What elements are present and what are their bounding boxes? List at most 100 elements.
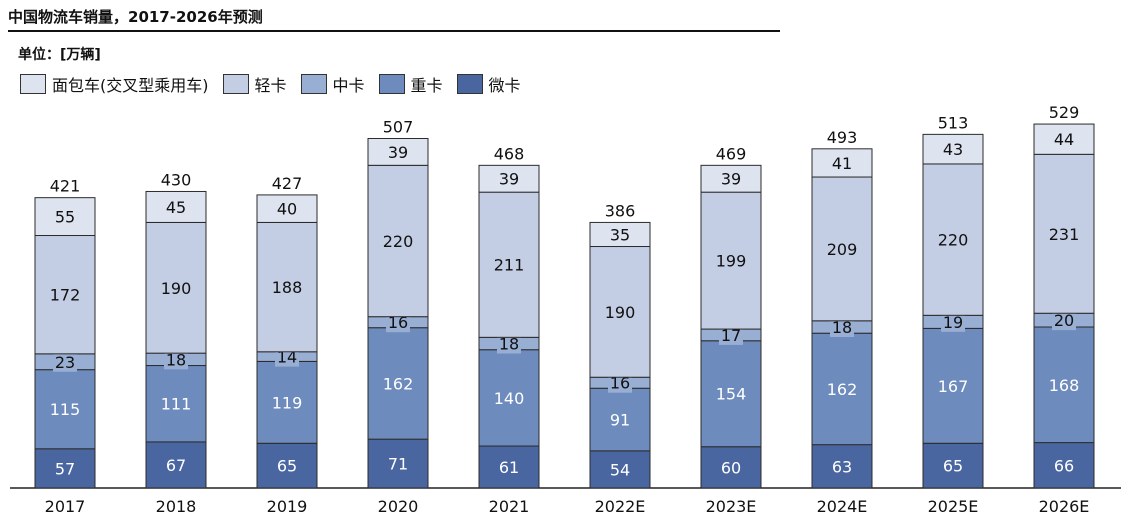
total-label-2018: 430 — [161, 170, 192, 189]
data-label-zhongka-mid-2017: 23 — [55, 353, 75, 372]
data-label-zhongka-heavy-2021: 140 — [494, 389, 525, 408]
data-label-qingka-2019: 188 — [272, 278, 303, 297]
data-label-mianbaoche-2023E: 39 — [721, 170, 741, 189]
data-label-mianbaoche-2017: 55 — [55, 208, 75, 227]
bar-mianbaoche-2022E — [589, 221, 651, 248]
data-label-qingka-2026E: 231 — [1049, 225, 1080, 244]
data-label-zhongka-mid-2021: 18 — [499, 335, 519, 354]
x-tick-label-2022E: 2022E — [595, 497, 646, 516]
bar-qingka-2024E — [811, 176, 873, 322]
bar-zhongka-heavy-2019 — [256, 360, 318, 444]
bar-weika-2024E — [811, 444, 873, 489]
data-label-weika-2017: 57 — [55, 459, 75, 478]
bar-mianbaoche-2024E — [811, 148, 873, 178]
legend-item-zhongka-mid: 中卡 — [300, 72, 365, 96]
data-label-qingka-2025E: 220 — [938, 231, 969, 250]
bar-weika-2020 — [367, 438, 429, 489]
data-label-weika-2023E: 60 — [721, 458, 741, 477]
bar-zhongka-heavy-2023E — [700, 340, 762, 448]
bar-mianbaoche-2017 — [34, 197, 96, 237]
data-label-bg-zhongka-mid-2024E — [830, 317, 854, 338]
data-label-zhongka-heavy-2017: 115 — [50, 400, 81, 419]
unit-label: 单位：[万辆] — [18, 47, 101, 63]
data-label-bg-zhongka-mid-2021 — [497, 333, 521, 354]
data-label-mianbaoche-2025E: 43 — [943, 140, 963, 159]
legend-swatch-zhongka-heavy — [378, 74, 405, 94]
legend-swatch-mianbaoche — [20, 74, 46, 94]
total-label-2025E: 513 — [938, 113, 969, 132]
data-label-zhongka-heavy-2025E: 167 — [938, 377, 969, 396]
data-label-qingka-2023E: 199 — [716, 252, 747, 271]
data-label-zhongka-mid-2026E: 20 — [1054, 311, 1074, 330]
data-label-weika-2026E: 66 — [1054, 456, 1074, 475]
x-tick-label-2020: 2020 — [378, 497, 419, 516]
data-label-zhongka-mid-2019: 14 — [277, 348, 297, 367]
data-label-weika-2021: 61 — [499, 458, 519, 477]
legend-label-qingka: 轻卡 — [254, 76, 287, 95]
data-label-bg-zhongka-mid-2017 — [53, 351, 77, 372]
total-label-2024E: 493 — [827, 128, 858, 147]
data-label-weika-2024E: 63 — [832, 457, 852, 476]
legend-item-mianbaoche: 面包车(交叉型乘用车) — [20, 72, 209, 96]
data-label-zhongka-heavy-2019: 119 — [272, 393, 303, 412]
legend-swatch-zhongka-mid — [300, 74, 327, 94]
data-label-qingka-2024E: 209 — [827, 240, 858, 259]
total-label-2026E: 529 — [1049, 103, 1080, 122]
x-tick-label-2025E: 2025E — [928, 497, 979, 516]
legend-item-qingka: 轻卡 — [222, 72, 287, 96]
bar-weika-2021 — [478, 445, 540, 489]
total-label-2023E: 469 — [716, 144, 747, 163]
data-label-bg-zhongka-mid-2025E — [941, 311, 965, 332]
data-label-zhongka-mid-2024E: 18 — [832, 318, 852, 337]
bar-zhongka-heavy-2025E — [922, 327, 984, 444]
data-label-qingka-2022E: 190 — [605, 303, 636, 322]
data-label-zhongka-mid-2025E: 19 — [943, 313, 963, 332]
data-label-mianbaoche-2021: 39 — [499, 170, 519, 189]
bar-qingka-2025E — [922, 163, 984, 316]
data-label-zhongka-heavy-2022E: 91 — [610, 411, 630, 430]
total-label-2021: 468 — [494, 144, 525, 163]
data-label-qingka-2018: 190 — [161, 279, 192, 298]
bar-weika-2018 — [145, 441, 207, 489]
data-label-bg-zhongka-mid-2026E — [1052, 310, 1076, 331]
data-label-qingka-2017: 172 — [50, 286, 81, 305]
bar-zhongka-heavy-2020 — [367, 327, 429, 440]
x-tick-label-2023E: 2023E — [706, 497, 757, 516]
data-label-bg-zhongka-mid-2022E — [608, 372, 632, 393]
bar-mianbaoche-2023E — [700, 164, 762, 193]
bar-mianbaoche-2019 — [256, 194, 318, 223]
bar-weika-2023E — [700, 446, 762, 489]
data-label-zhongka-mid-2020: 16 — [388, 313, 408, 332]
bar-qingka-2021 — [478, 191, 540, 338]
bar-weika-2022E — [589, 450, 651, 489]
total-label-2022E: 386 — [605, 201, 636, 220]
legend: 面包车(交叉型乘用车) 轻卡 中卡 重卡 微卡 — [20, 72, 535, 96]
x-tick-label-2021: 2021 — [489, 497, 530, 516]
bar-weika-2017 — [34, 448, 96, 489]
data-label-weika-2019: 65 — [277, 457, 297, 476]
chart-title: 中国物流车销量，2017-2026年预测 — [8, 8, 263, 26]
bar-qingka-2020 — [367, 164, 429, 318]
data-label-qingka-2021: 211 — [494, 256, 525, 275]
data-label-zhongka-mid-2018: 18 — [166, 350, 186, 369]
data-label-mianbaoche-2024E: 41 — [832, 154, 852, 173]
total-label-2017: 421 — [50, 177, 81, 196]
data-label-zhongka-heavy-2018: 111 — [161, 395, 192, 414]
data-label-weika-2022E: 54 — [610, 460, 630, 479]
data-label-bg-zhongka-mid-2023E — [719, 324, 743, 345]
bar-mianbaoche-2021 — [478, 164, 540, 193]
data-label-mianbaoche-2022E: 35 — [610, 225, 630, 244]
legend-label-mianbaoche: 面包车(交叉型乘用车) — [52, 76, 209, 95]
bar-zhongka-heavy-2022E — [589, 387, 651, 452]
data-label-zhongka-heavy-2020: 162 — [383, 374, 414, 393]
bar-weika-2026E — [1033, 442, 1095, 489]
data-label-qingka-2020: 220 — [383, 232, 414, 251]
bar-qingka-2023E — [700, 191, 762, 330]
x-tick-label-2026E: 2026E — [1039, 497, 1090, 516]
bar-zhongka-heavy-2017 — [34, 369, 96, 450]
bar-mianbaoche-2025E — [922, 133, 984, 165]
data-label-mianbaoche-2019: 40 — [277, 200, 297, 219]
data-label-bg-zhongka-mid-2020 — [386, 312, 410, 333]
x-tick-label-2024E: 2024E — [817, 497, 868, 516]
legend-item-zhongka-heavy: 重卡 — [378, 72, 443, 96]
